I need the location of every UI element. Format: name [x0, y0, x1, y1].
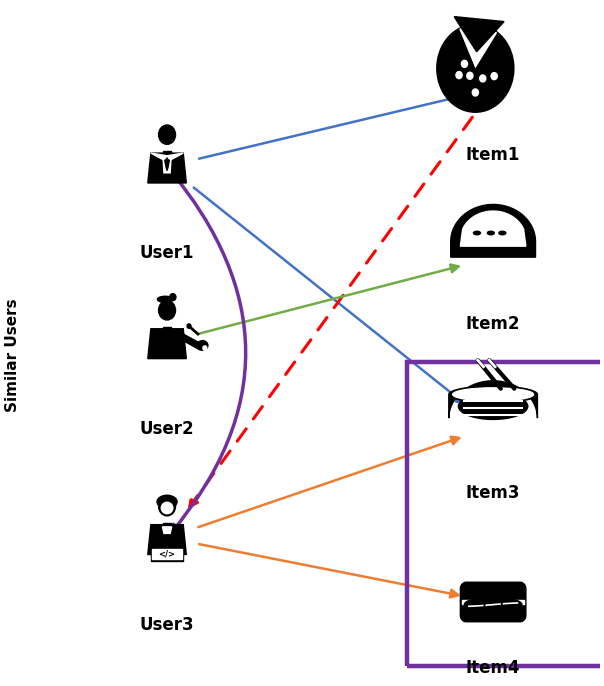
Ellipse shape — [458, 393, 528, 419]
Text: User1: User1 — [140, 244, 194, 262]
Bar — [151, 547, 183, 560]
Circle shape — [187, 324, 191, 329]
Ellipse shape — [449, 386, 538, 403]
Bar — [462, 600, 524, 604]
Polygon shape — [165, 160, 169, 171]
Circle shape — [437, 25, 514, 113]
Circle shape — [456, 71, 462, 79]
Ellipse shape — [464, 597, 522, 612]
Circle shape — [480, 75, 486, 82]
Text: Similar Users: Similar Users — [5, 298, 21, 412]
Ellipse shape — [452, 388, 533, 401]
Text: User3: User3 — [140, 615, 194, 633]
Bar — [163, 327, 171, 332]
Ellipse shape — [197, 341, 208, 351]
Ellipse shape — [161, 502, 173, 514]
Circle shape — [170, 294, 176, 300]
Polygon shape — [451, 204, 536, 257]
Polygon shape — [460, 211, 526, 246]
Circle shape — [491, 73, 497, 80]
Ellipse shape — [474, 231, 480, 235]
Circle shape — [467, 72, 473, 80]
Polygon shape — [148, 329, 186, 359]
Polygon shape — [167, 153, 183, 160]
Circle shape — [203, 346, 207, 351]
Text: </>: </> — [159, 549, 176, 558]
Bar — [163, 523, 171, 528]
Ellipse shape — [487, 231, 494, 235]
Wedge shape — [459, 25, 497, 69]
Ellipse shape — [157, 495, 177, 508]
Text: User2: User2 — [140, 420, 194, 438]
Polygon shape — [165, 160, 169, 163]
Bar — [163, 152, 171, 156]
Text: Item3: Item3 — [466, 484, 521, 501]
Polygon shape — [460, 582, 526, 622]
Circle shape — [472, 89, 478, 96]
Ellipse shape — [499, 231, 506, 235]
Text: Item1: Item1 — [466, 146, 520, 164]
Bar — [152, 549, 182, 559]
Ellipse shape — [158, 296, 173, 303]
Polygon shape — [162, 527, 172, 534]
Polygon shape — [151, 153, 167, 160]
Polygon shape — [148, 153, 186, 183]
Polygon shape — [163, 160, 171, 173]
Circle shape — [159, 300, 176, 320]
Polygon shape — [148, 525, 186, 554]
Circle shape — [159, 497, 176, 516]
Circle shape — [461, 60, 467, 67]
Text: Item2: Item2 — [466, 315, 521, 333]
Polygon shape — [449, 381, 538, 418]
Polygon shape — [182, 334, 202, 350]
Polygon shape — [454, 16, 504, 51]
Circle shape — [159, 125, 176, 144]
Bar — [407, 362, 604, 666]
Text: Item4: Item4 — [466, 659, 521, 677]
FancyArrowPatch shape — [169, 169, 246, 533]
